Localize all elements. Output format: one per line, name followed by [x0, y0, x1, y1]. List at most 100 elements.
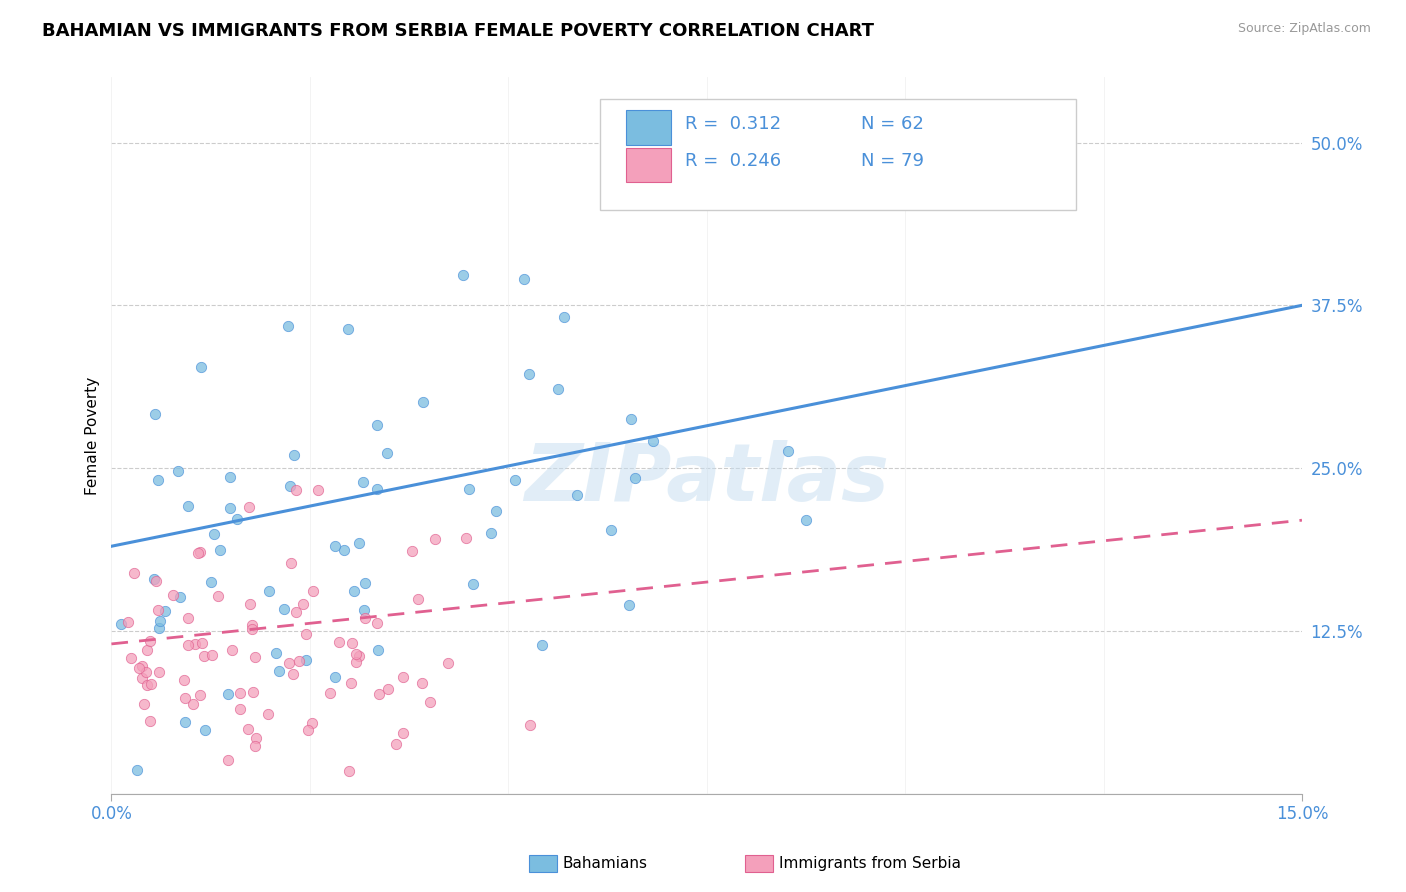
Point: [245, 731, 267, 745]
Point: [285, 605, 308, 619]
Point: [131, 659, 153, 673]
Point: [117, 615, 139, 629]
Point: [328, 634, 350, 648]
Point: [173, 715, 195, 730]
Point: [200, 574, 222, 589]
Point: [354, 611, 377, 625]
Point: [228, 686, 250, 700]
Point: [408, 591, 430, 606]
Text: BAHAMIAN VS IMMIGRANTS FROM SERBIA FEMALE POVERTY CORRELATION CHART: BAHAMIAN VS IMMIGRANTS FROM SERBIA FEMAL…: [42, 22, 875, 40]
Point: [530, 638, 553, 652]
Point: [368, 687, 391, 701]
Point: [343, 583, 366, 598]
Point: [207, 590, 229, 604]
Point: [347, 648, 370, 663]
Point: [565, 488, 588, 502]
Point: [219, 500, 242, 515]
Point: [366, 482, 388, 496]
Point: [437, 657, 460, 671]
Point: [266, 646, 288, 660]
Point: [412, 395, 434, 409]
Point: [148, 665, 170, 680]
Point: [177, 499, 200, 513]
Point: [131, 672, 153, 686]
Point: [513, 272, 536, 286]
Point: [184, 637, 207, 651]
Point: [391, 670, 413, 684]
Point: [146, 602, 169, 616]
Point: [127, 763, 149, 777]
Point: [294, 626, 316, 640]
Point: [353, 576, 375, 591]
Point: [479, 525, 502, 540]
FancyBboxPatch shape: [626, 111, 671, 145]
Point: [162, 588, 184, 602]
Point: [451, 268, 474, 283]
Point: [456, 531, 478, 545]
Point: [553, 310, 575, 324]
Point: [149, 614, 172, 628]
Point: [353, 603, 375, 617]
Point: [375, 446, 398, 460]
Point: [547, 382, 569, 396]
Point: [366, 417, 388, 432]
Point: [128, 661, 150, 675]
Point: [301, 715, 323, 730]
Point: [423, 532, 446, 546]
FancyBboxPatch shape: [599, 99, 1076, 210]
Point: [277, 656, 299, 670]
FancyBboxPatch shape: [626, 148, 671, 182]
Point: [201, 648, 224, 662]
Point: [291, 597, 314, 611]
Point: [190, 688, 212, 702]
Text: ZIPatlas: ZIPatlas: [524, 440, 889, 517]
Point: [177, 639, 200, 653]
Point: [243, 739, 266, 754]
Point: [243, 649, 266, 664]
Point: [226, 512, 249, 526]
Text: N = 79: N = 79: [862, 153, 924, 170]
Point: [287, 654, 309, 668]
Point: [281, 666, 304, 681]
Point: [187, 546, 209, 560]
Point: [191, 636, 214, 650]
Text: Source: ZipAtlas.com: Source: ZipAtlas.com: [1237, 22, 1371, 36]
Text: R =  0.312: R = 0.312: [685, 115, 782, 133]
Point: [141, 676, 163, 690]
Point: [333, 543, 356, 558]
Point: [267, 665, 290, 679]
Point: [318, 686, 340, 700]
Text: N = 62: N = 62: [862, 115, 924, 133]
Point: [344, 647, 367, 661]
Point: [188, 545, 211, 559]
Point: [145, 574, 167, 588]
Point: [110, 616, 132, 631]
Point: [153, 603, 176, 617]
Point: [367, 642, 389, 657]
Point: [208, 543, 231, 558]
Text: Immigrants from Serbia: Immigrants from Serbia: [779, 856, 960, 871]
Point: [643, 434, 665, 448]
Point: [143, 572, 166, 586]
Point: [277, 319, 299, 334]
Point: [419, 695, 441, 709]
Point: [307, 483, 329, 497]
Point: [122, 566, 145, 581]
Point: [624, 471, 647, 485]
Text: Bahamians: Bahamians: [562, 856, 647, 871]
Point: [347, 535, 370, 549]
Point: [181, 697, 204, 711]
Point: [301, 584, 323, 599]
Point: [217, 687, 239, 701]
Point: [143, 407, 166, 421]
Point: [240, 623, 263, 637]
Point: [240, 618, 263, 632]
Point: [238, 500, 260, 514]
Point: [193, 648, 215, 663]
Point: [323, 670, 346, 684]
Point: [391, 726, 413, 740]
Point: [778, 443, 800, 458]
Point: [346, 655, 368, 669]
Point: [617, 598, 640, 612]
Point: [794, 513, 817, 527]
